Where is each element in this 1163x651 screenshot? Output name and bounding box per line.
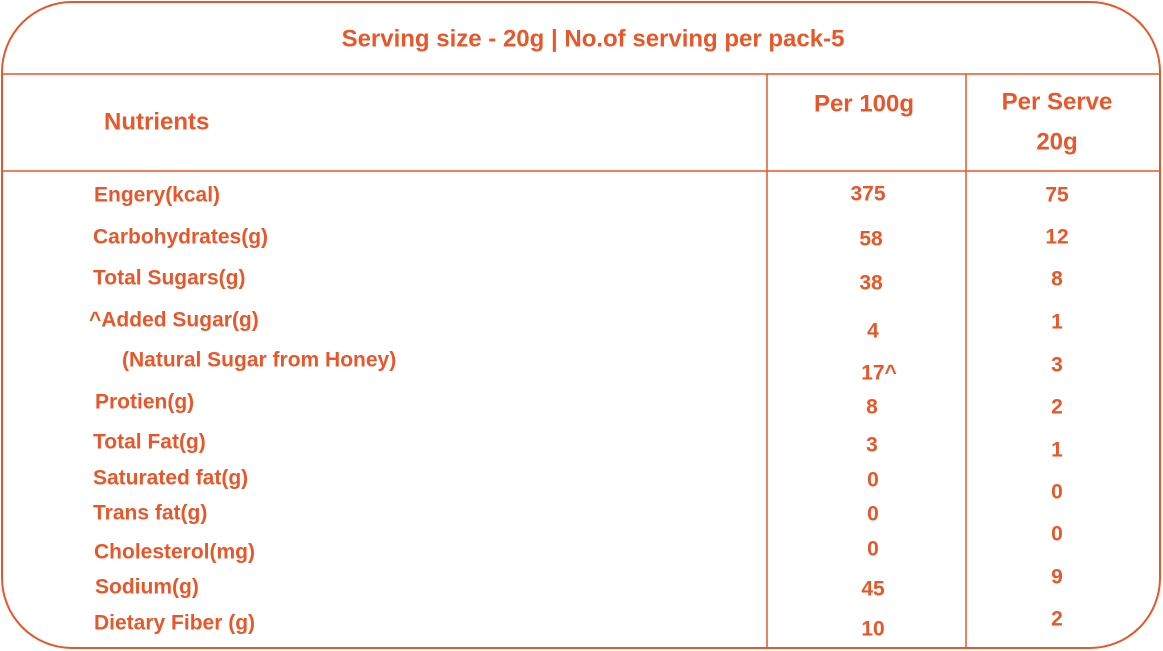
per-100g-value: 45 bbox=[861, 578, 885, 601]
per-serve-value: 9 bbox=[1051, 566, 1063, 589]
per-serve-value: 1 bbox=[1051, 439, 1063, 462]
per-serve-value: 3 bbox=[1051, 354, 1063, 377]
nutrient-name: Protien(g) bbox=[95, 391, 194, 414]
per-100g-value: 17^ bbox=[861, 362, 897, 385]
per-serve-value: 0 bbox=[1051, 481, 1063, 504]
nutrient-name: Sodium(g) bbox=[95, 576, 199, 599]
nutrient-name: Carbohydrates(g) bbox=[93, 226, 268, 249]
per-100g-value: 375 bbox=[850, 183, 885, 206]
per-serve-value: 75 bbox=[1045, 184, 1069, 207]
per-serve-value: 2 bbox=[1051, 608, 1063, 631]
per-100g-value: 3 bbox=[866, 434, 878, 457]
per-serve-value: 8 bbox=[1051, 268, 1063, 291]
nutrient-name: Total Sugars(g) bbox=[93, 267, 245, 290]
nutrient-name: Trans fat(g) bbox=[93, 502, 207, 525]
per-serve-value: 1 bbox=[1051, 311, 1063, 334]
per-100g-value: 10 bbox=[861, 618, 884, 641]
per-100g-value: 8 bbox=[866, 396, 878, 419]
per-100g-value: 38 bbox=[859, 272, 883, 295]
per-serve-value: 12 bbox=[1045, 226, 1068, 249]
column-header: Per 100g bbox=[814, 90, 914, 117]
per-100g-value: 0 bbox=[867, 469, 879, 492]
column-header: Per Serve bbox=[1002, 88, 1113, 115]
nutrient-name: Engery(kcal) bbox=[94, 184, 220, 207]
column-header: Nutrients bbox=[104, 108, 209, 135]
per-100g-value: 0 bbox=[867, 503, 879, 526]
nutrient-name: Total Fat(g) bbox=[93, 431, 206, 454]
per-serve-value: 2 bbox=[1051, 396, 1063, 419]
nutrient-name: Saturated fat(g) bbox=[93, 467, 248, 490]
nutrient-name: Dietary Fiber (g) bbox=[94, 612, 255, 635]
per-100g-value: 58 bbox=[859, 228, 883, 251]
per-100g-value: 4 bbox=[867, 320, 879, 343]
title: Serving size - 20g | No.of serving per p… bbox=[342, 25, 845, 52]
column-header: 20g bbox=[1036, 128, 1077, 155]
nutrient-name: Cholesterol(mg) bbox=[94, 541, 255, 564]
nutrient-name: (Natural Sugar from Honey) bbox=[122, 349, 396, 372]
nutrient-name: ^Added Sugar(g) bbox=[89, 309, 259, 332]
per-100g-value: 0 bbox=[867, 538, 879, 561]
per-serve-value: 0 bbox=[1051, 523, 1063, 546]
